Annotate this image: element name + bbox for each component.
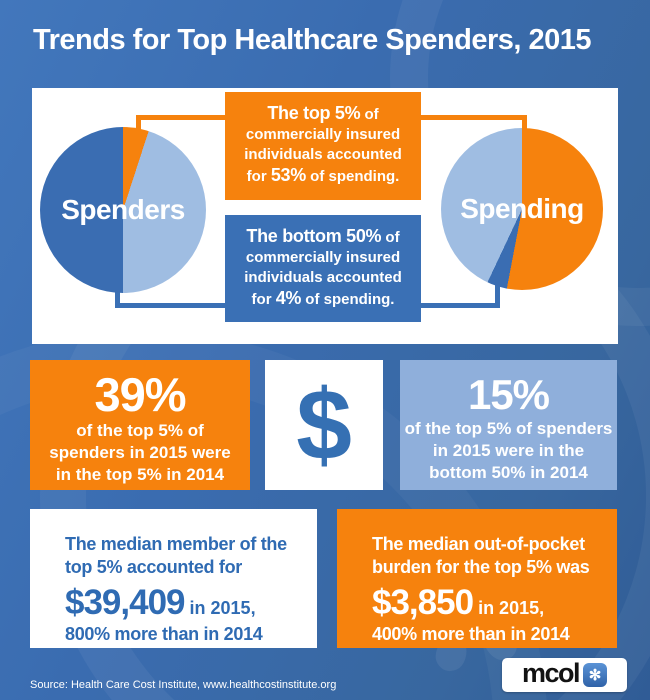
stat-text: 400% more than in 2014	[372, 624, 570, 644]
callout-text: commercially insured	[245, 126, 401, 143]
stat-text: in 2015 were in the	[432, 441, 585, 460]
mcol-logo-text: mcol	[521, 658, 581, 688]
connector-line	[421, 115, 527, 120]
callout-text: of	[360, 106, 379, 123]
stat-text: bottom 50% in 2014	[429, 463, 588, 482]
spending-pie-label: Spending	[460, 193, 584, 224]
stat-text: burden for the top 5% was	[372, 557, 590, 577]
stat-value: $3,850	[372, 583, 474, 622]
stat-value-line: $3,850 in 2015,	[372, 583, 617, 623]
connector-line	[115, 283, 120, 308]
spenders-pie-chart	[40, 127, 206, 293]
stat-box-39-percent: 39% of the top 5% of spenders in 2015 we…	[30, 360, 250, 490]
median-spending-box: The median member of the top 5% accounte…	[30, 509, 317, 648]
top-5-callout: The top 5% of commercially insured indiv…	[225, 92, 421, 200]
connector-line	[522, 115, 527, 137]
stat-text: of the top 5% of	[76, 421, 204, 440]
connector-line	[421, 303, 500, 308]
spenders-pie-label: Spenders	[61, 194, 185, 225]
callout-text: of	[381, 229, 400, 246]
callout-text: commercially insured	[245, 249, 401, 266]
connector-line	[495, 283, 500, 308]
dollar-sign-icon: $	[296, 369, 352, 481]
callout-value: 53%	[270, 165, 306, 185]
dollar-sign-box: $	[265, 360, 383, 490]
stat-text: in the top 5% in 2014	[55, 465, 225, 484]
callout-text: for	[251, 291, 276, 308]
stat-value: $39,409	[65, 583, 186, 622]
stat-text: top 5% accounted for	[65, 557, 243, 577]
pie-chart-panel: Spenders Spending The top 5% of commerci…	[32, 88, 618, 344]
spending-pie-chart	[441, 128, 603, 290]
callout-text: of spending.	[301, 291, 395, 308]
stat-value: 15%	[467, 371, 550, 418]
callout-emphasis: The bottom 50%	[246, 226, 382, 246]
stat-text: spenders in 2015 were	[49, 443, 231, 462]
stat-value: 39%	[94, 368, 186, 421]
mcol-asterisk-icon: ✻	[583, 663, 608, 687]
stat-text: in 2015,	[184, 598, 256, 618]
stat-text: 800% more than in 2014	[65, 624, 263, 644]
connector-line	[136, 115, 230, 120]
stat-text: of the top 5% of spenders	[404, 419, 613, 438]
callout-text: for	[246, 168, 271, 185]
callout-value: 4%	[275, 288, 302, 308]
source-credit: Source: Health Care Cost Institute, www.…	[30, 679, 337, 691]
connector-line	[136, 115, 141, 137]
stat-text: The median member of the	[65, 534, 287, 554]
stat-box-15-percent: 15% of the top 5% of spenders in 2015 we…	[400, 360, 617, 490]
bottom-50-callout: The bottom 50% of commercially insured i…	[225, 215, 421, 322]
callout-emphasis: The top 5%	[267, 103, 361, 123]
page-title: Trends for Top Healthcare Spenders, 2015	[33, 24, 592, 56]
callout-text: individuals accounted	[244, 146, 402, 163]
median-out-of-pocket-box: The median out-of-pocket burden for the …	[337, 509, 617, 648]
mcol-logo: mcol ✻	[502, 658, 627, 692]
stat-text: The median out-of-pocket	[372, 534, 585, 554]
stat-value-line: $39,409 in 2015,	[65, 583, 317, 623]
stat-text: in 2015,	[473, 598, 545, 618]
callout-text: individuals accounted	[244, 269, 402, 286]
callout-text: of spending.	[305, 168, 400, 185]
connector-line	[115, 303, 225, 308]
